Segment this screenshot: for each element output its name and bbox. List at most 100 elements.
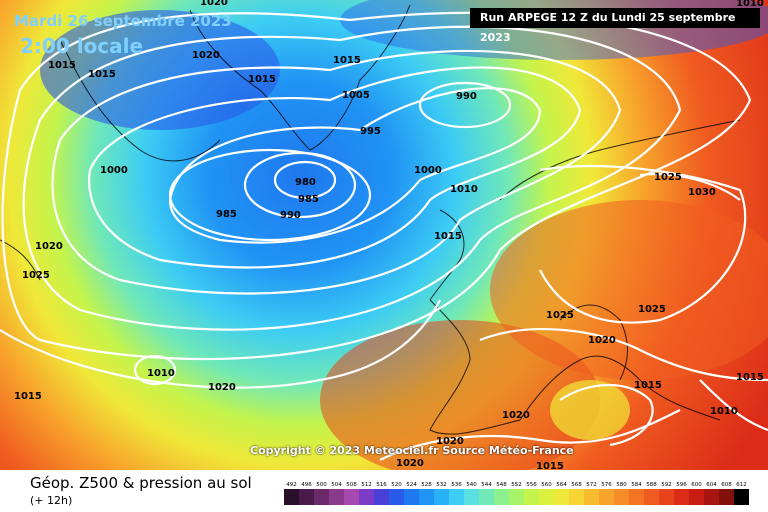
scale-tick-label: 540 [466,482,477,488]
isobar-1010 [22,25,682,331]
isobar-label: 1015 [634,380,662,391]
iberia-warm-region [320,320,600,470]
scale-swatch [509,489,524,505]
scale-swatch [629,489,644,505]
model-run-banner: Run ARPEGE 12 Z du Lundi 25 septembre 20… [470,8,760,44]
isobar-label: 1010 [736,0,764,9]
scale-tick-label: 564 [556,482,567,488]
scale-tick-label: 552 [511,482,522,488]
isobar-label: 1025 [654,172,682,183]
isobar-label: 1015 [88,69,116,80]
scale-swatch [644,489,659,505]
scale-tick-label: 556 [526,482,537,488]
isobar-label: 1020 [208,382,236,393]
isobar-1020-west [0,299,441,389]
isobar-labels: 1020 1015 1015 1020 1015 1015 1005 990 9… [14,0,764,470]
scale-tick-label: 520 [391,482,402,488]
med-warm-region [490,200,768,380]
isobar-label: 1020 [396,458,424,469]
scale-tick-label: 612 [736,482,747,488]
scale-tick-label: 600 [691,482,702,488]
scale-swatch [284,489,299,505]
scale-swatch [404,489,419,505]
field-title: Géop. Z500 & pression au sol [30,474,252,492]
scale-swatch [689,489,704,505]
isobar-label: 1005 [342,90,370,101]
isobar-label: 985 [298,194,319,205]
scale-tick-label: 568 [571,482,582,488]
isobar-label: 1025 [22,270,50,281]
scale-tick-label: 528 [421,482,432,488]
scale-swatch [464,489,479,505]
isobar-label: 1015 [333,55,361,66]
isobar-1020-east [479,328,768,382]
scale-swatch [419,489,434,505]
scale-swatch [524,489,539,505]
scale-swatch [599,489,614,505]
copyright-notice: Copyright © 2023 Meteociel.fr Source Mét… [250,444,574,457]
scale-tick-label: 500 [316,482,327,488]
scale-tick-label: 496 [301,482,312,488]
scale-swatch [674,489,689,505]
scale-tick-label: 604 [706,482,717,488]
scale-swatch [554,489,569,505]
scale-tick-label: 532 [436,482,447,488]
scale-tick-label: 608 [721,482,732,488]
isobar-label: 1010 [450,184,478,195]
scale-tick-label: 536 [451,482,462,488]
scale-swatch [569,489,584,505]
isobar-label: 1020 [436,436,464,447]
forecast-date: Mardi 26 septembre 2023 [14,12,232,30]
isobar-label: 1025 [638,304,666,315]
scale-swatch [434,489,449,505]
scale-tick-label: 492 [286,482,297,488]
isobar-label: 1030 [688,187,716,198]
scale-swatch [734,489,749,505]
scale-tick-label: 576 [601,482,612,488]
scale-tick-label: 592 [661,482,672,488]
isobar-label: 1015 [434,231,462,242]
scale-swatch [479,489,494,505]
scale-swatch [374,489,389,505]
scale-swatch [614,489,629,505]
isobar-1015-south [379,409,681,461]
isobar-label: 1020 [502,410,530,421]
isobar-label: 1000 [414,165,442,176]
isobar-label: 1015 [48,60,76,71]
isobar-1015-med [559,384,654,447]
color-scale: 492 496 500 504 508 512 516 520 524 528 532 536 540 5… [284,482,749,505]
isobar-label: 995 [360,126,381,137]
forecast-local-time: 2:00 locale [20,34,144,58]
isobar-1010-atlantic [133,354,177,386]
isobar-label: 990 [456,91,477,102]
legend-panel: Géop. Z500 & pression au sol (+ 12h) 492… [0,470,768,512]
isobar-995 [168,87,542,244]
isobar-1030 [639,173,741,201]
isobar-label: 1020 [192,50,220,61]
scale-swatch [719,489,734,505]
isobar-1010-east [699,379,768,432]
isobar-980 [273,160,337,200]
scale-tick-label: 584 [631,482,642,488]
scale-tick-label: 512 [361,482,372,488]
scale-swatch [584,489,599,505]
isobar-label: 1015 [248,74,276,85]
isobar-label: 1025 [546,310,574,321]
scale-swatch [314,489,329,505]
scale-swatch [344,489,359,505]
geopotential-map: 1020 1015 1015 1020 1015 1015 1005 990 9… [0,0,768,470]
isobar-label: 1015 [536,461,564,470]
coastlines [0,4,741,435]
scale-swatch [389,489,404,505]
isobar-label: 1000 [100,165,128,176]
scale-swatch [704,489,719,505]
isobar-label: 1010 [710,406,738,417]
isobars [0,11,768,461]
scale-tick-label: 596 [676,482,687,488]
isobar-label: 980 [295,177,316,188]
isobar-1000 [88,66,582,269]
scale-swatch [494,489,509,505]
scale-tick-label: 516 [376,482,387,488]
isobar-label: 1010 [147,368,175,379]
scale-tick-label: 588 [646,482,657,488]
